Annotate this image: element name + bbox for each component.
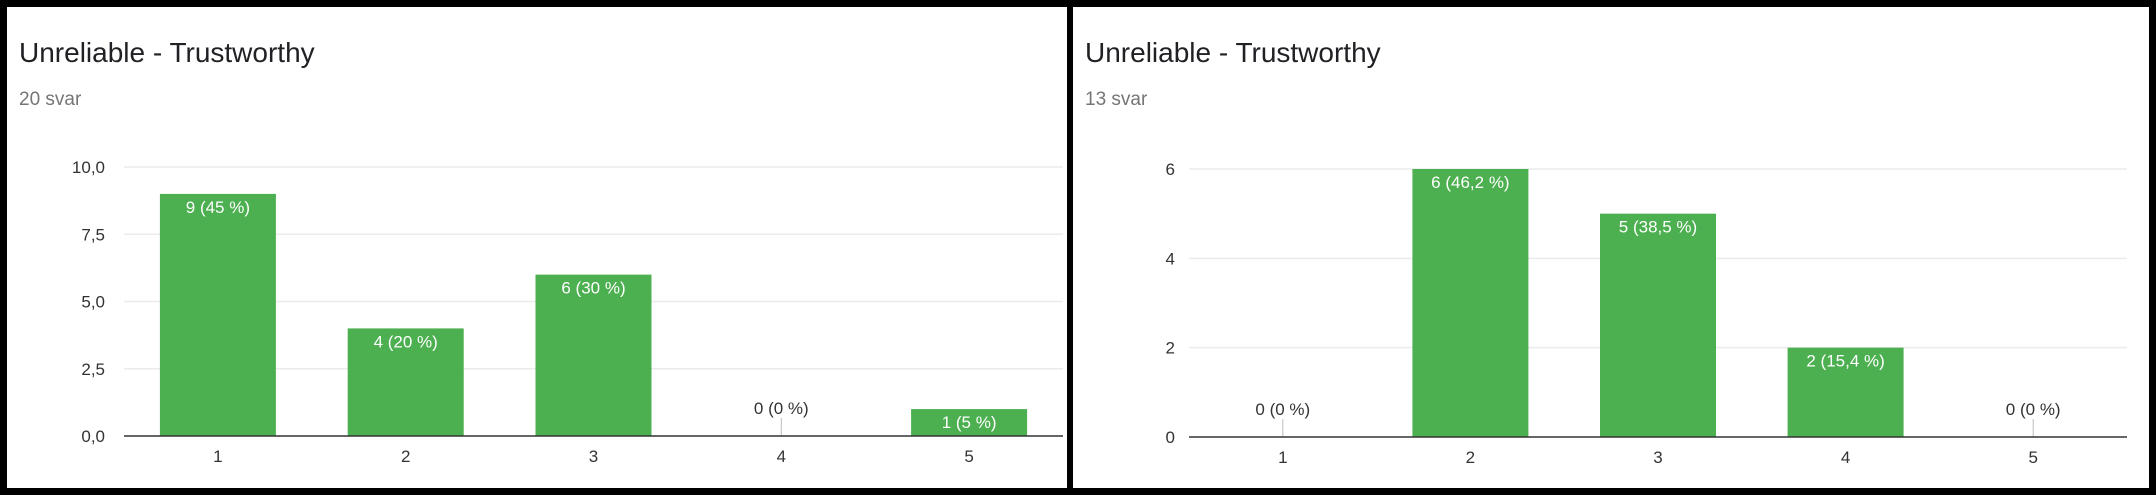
x-tick-label: 3 bbox=[589, 447, 598, 466]
data-label: 0 (0 %) bbox=[2006, 400, 2061, 419]
response-count: 13 svar bbox=[1085, 89, 1148, 110]
y-tick-label: 10,0 bbox=[72, 158, 105, 177]
bar-chart-left: 0,0 2,5 5,0 7,5 10,0 9 (45 %) 1 4 (20 %) 2 6 (30 … bbox=[72, 158, 1063, 466]
y-tick-label: 0 bbox=[1166, 428, 1175, 447]
data-label: 6 (46,2 %) bbox=[1431, 173, 1509, 192]
x-tick-label: 2 bbox=[401, 447, 410, 466]
bar bbox=[347, 328, 464, 436]
bar bbox=[159, 193, 276, 436]
y-tick-label: 0,0 bbox=[81, 427, 105, 446]
data-label: 5 (38,5 %) bbox=[1619, 218, 1697, 237]
y-tick-label: 2 bbox=[1166, 339, 1175, 358]
data-label: 2 (15,4 %) bbox=[1806, 352, 1884, 371]
chart-panel-left: Unreliable - Trustworthy 20 svar 0,0 2,5 5… bbox=[7, 7, 1067, 488]
bar bbox=[1600, 213, 1716, 437]
chart-title: Unreliable - Trustworthy bbox=[19, 37, 315, 68]
x-tick-label: 4 bbox=[1841, 448, 1850, 467]
data-label: 0 (0 %) bbox=[754, 399, 809, 418]
bar bbox=[911, 409, 1028, 436]
y-tick-label: 6 bbox=[1166, 160, 1175, 179]
data-label: 9 (45 %) bbox=[186, 198, 250, 217]
x-tick-label: 1 bbox=[1278, 448, 1287, 467]
data-label: 4 (20 %) bbox=[374, 332, 438, 351]
chart-panel-right: Unreliable - Trustworthy 13 svar 0 2 4 6 0 (… bbox=[1073, 7, 2149, 488]
x-tick-label: 5 bbox=[964, 447, 973, 466]
y-tick-label: 7,5 bbox=[81, 225, 105, 244]
chart-title: Unreliable - Trustworthy bbox=[1085, 37, 1381, 68]
x-tick-label: 4 bbox=[777, 447, 786, 466]
y-tick-label: 4 bbox=[1166, 249, 1175, 268]
y-tick-label: 2,5 bbox=[81, 360, 105, 379]
data-label: 6 (30 %) bbox=[561, 279, 625, 298]
x-tick-label: 3 bbox=[1653, 448, 1662, 467]
x-tick-label: 1 bbox=[213, 447, 222, 466]
y-tick-label: 5,0 bbox=[81, 293, 105, 312]
x-tick-label: 2 bbox=[1466, 448, 1475, 467]
bar bbox=[1787, 347, 1904, 437]
bar bbox=[535, 274, 652, 436]
x-tick-label: 5 bbox=[2028, 448, 2037, 467]
data-label: 0 (0 %) bbox=[1255, 400, 1310, 419]
response-count: 20 svar bbox=[19, 89, 82, 110]
bar bbox=[1412, 169, 1529, 437]
bar-chart-right: 0 2 4 6 0 (0 %) 1 6 (46,2 %) 2 5 (38,5 %) 3 2 (15,… bbox=[1166, 160, 2127, 467]
data-label: 1 (5 %) bbox=[942, 413, 997, 432]
